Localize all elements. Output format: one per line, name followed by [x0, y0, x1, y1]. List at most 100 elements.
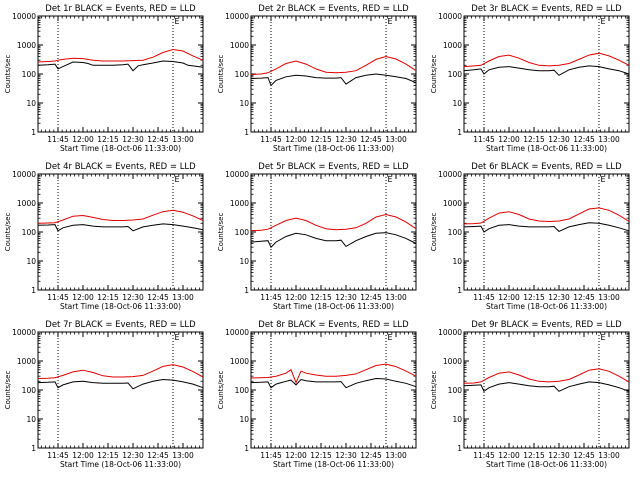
- time-marker-label: E: [174, 175, 179, 184]
- series-line-red: [250, 363, 417, 384]
- y-tick-label: 100: [448, 228, 463, 237]
- x-tick-label: 13:00: [385, 451, 407, 460]
- time-marker-label: E: [174, 333, 179, 342]
- x-tick-label: 12:45: [147, 293, 169, 302]
- plot-frame: [463, 173, 630, 291]
- x-tick-label: 11:45: [47, 293, 69, 302]
- x-tick-label: 12:30: [122, 451, 144, 460]
- x-tick-label: 12:30: [122, 135, 144, 144]
- series-line-red: [37, 364, 204, 379]
- x-tick-label: 12:30: [335, 135, 357, 144]
- series-line-red: [250, 213, 417, 232]
- series-line-black: [37, 378, 204, 390]
- y-tick-label: 1000: [443, 41, 462, 50]
- x-tick-label: 12:00: [285, 135, 307, 144]
- x-tick-label: 13:00: [385, 293, 407, 302]
- x-tick-label: 11:45: [473, 451, 495, 460]
- y-tick-label: 10: [26, 99, 36, 108]
- y-tick-label: 100: [22, 386, 37, 395]
- series-line-black: [37, 223, 204, 232]
- chart-panel-5: Det 5r BLACK = Events, RED = LLD 1 10 100 10…: [217, 162, 417, 311]
- x-tick-label: 11:45: [47, 451, 69, 460]
- x-axis-label: Start Time (18-Oct-06 11:33:00): [60, 460, 181, 469]
- x-tick-label: 13:00: [598, 451, 620, 460]
- x-tick-label: 12:45: [573, 293, 595, 302]
- x-tick-label: 12:15: [523, 135, 545, 144]
- x-axis-label: Start Time (18-Oct-06 11:33:00): [486, 302, 607, 311]
- x-tick-label: 12:00: [285, 451, 307, 460]
- y-tick-label: 10: [452, 257, 462, 266]
- x-tick-label: 12:15: [523, 293, 545, 302]
- x-tick-label: 12:15: [97, 135, 119, 144]
- series-line-black: [37, 60, 204, 72]
- y-tick-label: 1: [457, 128, 462, 137]
- time-marker-label: E: [600, 333, 605, 342]
- x-axis-label: Start Time (18-Oct-06 11:33:00): [273, 460, 394, 469]
- x-tick-label: 12:15: [310, 135, 332, 144]
- y-axis-label: Counts/sec: [430, 371, 438, 410]
- time-marker-label: E: [387, 17, 392, 26]
- x-tick-label: 12:00: [72, 293, 94, 302]
- x-tick-label: 12:00: [72, 135, 94, 144]
- x-tick-label: 11:45: [473, 293, 495, 302]
- x-tick-label: 13:00: [598, 135, 620, 144]
- series-line-red: [250, 55, 417, 76]
- y-axis-label: Counts/sec: [4, 371, 12, 410]
- y-tick-label: 10: [452, 99, 462, 108]
- x-tick-label: 13:00: [385, 135, 407, 144]
- y-tick-label: 10: [26, 257, 36, 266]
- x-tick-label: 12:15: [97, 293, 119, 302]
- y-tick-label: 1000: [17, 41, 36, 50]
- chart-title: Det 9r BLACK = Events, RED = LLD: [471, 320, 622, 330]
- x-tick-label: 13:00: [598, 293, 620, 302]
- chart-title: Det 6r BLACK = Events, RED = LLD: [471, 162, 622, 172]
- x-tick-label: 12:30: [548, 293, 570, 302]
- y-tick-label: 10: [452, 415, 462, 424]
- x-tick-label: 12:00: [285, 293, 307, 302]
- series-line-red: [463, 52, 630, 68]
- x-tick-label: 12:30: [548, 451, 570, 460]
- x-tick-label: 11:45: [47, 135, 69, 144]
- plot-frame: [37, 173, 204, 291]
- plot-frame: [250, 15, 417, 133]
- x-tick-label: 12:15: [310, 451, 332, 460]
- y-tick-label: 1: [31, 286, 36, 295]
- y-axis-label: Counts/sec: [4, 213, 12, 252]
- x-tick-label: 12:45: [573, 451, 595, 460]
- y-tick-label: 100: [235, 386, 250, 395]
- x-tick-label: 12:45: [573, 135, 595, 144]
- y-tick-label: 1: [457, 444, 462, 453]
- x-tick-label: 12:45: [147, 451, 169, 460]
- series-line-black: [250, 232, 417, 249]
- series-line-black: [463, 65, 630, 76]
- x-tick-label: 12:45: [360, 293, 382, 302]
- y-tick-label: 100: [235, 70, 250, 79]
- x-tick-label: 11:45: [473, 135, 495, 144]
- chart-title: Det 1r BLACK = Events, RED = LLD: [45, 4, 196, 14]
- y-tick-label: 10: [26, 415, 36, 424]
- chart-panel-2: Det 2r BLACK = Events, RED = LLD 1 10 100 10…: [217, 4, 417, 153]
- chart-title: Det 5r BLACK = Events, RED = LLD: [258, 162, 409, 172]
- x-tick-label: 11:45: [260, 293, 282, 302]
- y-tick-label: 100: [22, 70, 37, 79]
- y-tick-label: 1: [31, 128, 36, 137]
- chart-panel-9: Det 9r BLACK = Events, RED = LLD 1 10 100 10…: [430, 320, 630, 469]
- series-line-black: [250, 377, 417, 389]
- y-tick-label: 1: [244, 444, 249, 453]
- chart-panel-1: Det 1r BLACK = Events, RED = LLD 1 10 100 10…: [4, 4, 204, 153]
- y-tick-label: 10000: [12, 170, 36, 179]
- chart-panel-7: Det 7r BLACK = Events, RED = LLD 1 10 100 10…: [4, 320, 204, 469]
- y-tick-label: 10000: [438, 328, 462, 337]
- y-axis-label: Counts/sec: [430, 55, 438, 94]
- y-tick-label: 10000: [12, 328, 36, 337]
- x-axis-label: Start Time (18-Oct-06 11:33:00): [60, 144, 181, 153]
- y-tick-label: 1000: [443, 357, 462, 366]
- y-tick-label: 1: [244, 286, 249, 295]
- y-axis-label: Counts/sec: [217, 55, 225, 94]
- x-tick-label: 12:00: [72, 451, 94, 460]
- y-tick-label: 10000: [438, 170, 462, 179]
- y-tick-label: 10000: [438, 12, 462, 21]
- series-line-red: [37, 209, 204, 224]
- series-line-red: [463, 207, 630, 225]
- y-tick-label: 10: [239, 415, 249, 424]
